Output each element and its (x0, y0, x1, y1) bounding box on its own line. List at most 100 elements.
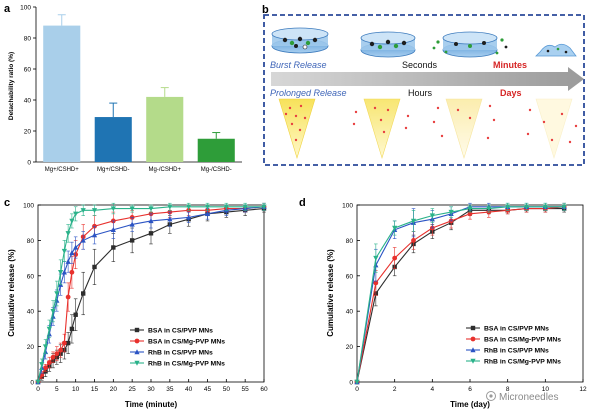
data-point (410, 218, 417, 224)
data-point (373, 280, 379, 286)
data-point (91, 232, 98, 238)
bar-Mg-/CSHD- (197, 138, 235, 162)
series-3 (35, 202, 267, 385)
dish-2 (360, 31, 416, 58)
panel-a-category-label: Mg+/CSHD- (97, 167, 130, 173)
panel-b-schematic: Burst Release Seconds Minutes Prolonged … (263, 14, 585, 166)
x-tick-label: 30 (147, 386, 155, 393)
data-point (80, 237, 86, 243)
panel-a-y-tick-label: 40 (24, 98, 32, 105)
data-point (186, 214, 192, 220)
panel-label-d: d (299, 197, 306, 209)
panel-a-bar-chart: 0 20 40 60 80 100 Mg+/CSHD+ Mg+/CSHD- Mg-/CSHD+… (8, 5, 242, 173)
data-point (429, 213, 435, 219)
data-point (392, 225, 398, 231)
panel-a-y-tick-label: 60 (24, 67, 32, 74)
panel-a-category-label: Mg-/CSHD- (201, 167, 232, 173)
legend-marker (134, 349, 140, 355)
data-point (58, 270, 64, 276)
panel-d-x-axis-label: Time (day) (450, 400, 490, 409)
data-point (50, 354, 56, 360)
panel-a-category-label: Mg-/CSHD+ (148, 167, 181, 173)
y-tick-label: 80 (27, 238, 35, 245)
x-tick-label: 5 (55, 386, 59, 393)
series-1 (354, 202, 567, 385)
panel-d-plot-frame (356, 204, 584, 383)
legend-marker (470, 336, 476, 342)
panel-d-series (354, 202, 567, 385)
legend-label: BSA in CS/Mg-PVP MNs (484, 337, 561, 344)
series-line (356, 206, 565, 383)
data-point (73, 211, 79, 217)
x-tick-label: 55 (242, 386, 250, 393)
y-tick-label: 20 (27, 344, 35, 351)
x-tick-label: 4 (431, 386, 435, 393)
legend-marker (470, 358, 476, 364)
data-point (58, 347, 63, 353)
y-tick-label: 40 (346, 309, 354, 316)
timeline-arrow (271, 67, 584, 91)
data-point (467, 211, 473, 217)
y-tick-label: 20 (346, 344, 354, 351)
x-tick-label: 60 (260, 386, 268, 393)
prolonged-release-label: Prolonged Release (270, 88, 347, 98)
dish-1 (271, 27, 329, 54)
data-point (110, 206, 116, 212)
panel-d-y-axis-label: Cumulative release (%) (326, 249, 335, 337)
panel-c-series (35, 202, 267, 385)
panel-c-legend: BSA in CS/PVP MNs BSA in CS/Mg-PVP MNs RhB… (130, 328, 225, 368)
panel-a-x-ticks: Mg+/CSHD+ Mg+/CSHD- Mg-/CSHD+ Mg-/CSHD- (45, 167, 232, 173)
data-point (129, 206, 135, 212)
series-line (356, 206, 565, 383)
y-tick-label: 60 (27, 273, 35, 280)
y-tick-label: 100 (23, 203, 34, 210)
panel-label-a: a (4, 3, 11, 15)
x-tick-label: 50 (223, 386, 231, 393)
y-tick-label: 40 (27, 309, 35, 316)
panel-c-line-chart: 0 5 10 15 20 25 30 35 40 45 50 55 60 0 20 40 60 80 100 BSA… (7, 203, 268, 410)
cone-4 (526, 98, 578, 160)
series-2 (354, 202, 567, 385)
panel-label-c: c (4, 197, 10, 209)
data-point (92, 264, 97, 270)
panel-a-y-ticks: 0 20 40 60 80 100 (20, 5, 36, 167)
series-line (356, 207, 565, 383)
data-point (373, 255, 379, 261)
data-point (110, 226, 116, 232)
bar-Mg+/CSHD- (94, 117, 132, 162)
x-tick-label: 6 (468, 386, 472, 393)
panel-a-category-label: Mg+/CSHD+ (45, 167, 80, 173)
cone-3 (432, 98, 496, 160)
data-point (261, 204, 267, 210)
panel-a-y-tick-label: 80 (24, 36, 32, 43)
x-tick-label: 15 (91, 386, 99, 393)
x-tick-label: 10 (542, 386, 550, 393)
data-point (65, 340, 71, 346)
data-point (50, 309, 56, 314)
data-point (65, 231, 71, 237)
data-point (111, 245, 116, 250)
data-point (80, 208, 86, 214)
legend-marker (134, 360, 140, 366)
series-0 (35, 204, 267, 385)
series-3 (354, 202, 567, 385)
data-point (43, 365, 48, 371)
watermark: Microneedles (486, 391, 558, 403)
legend-label: RhB in CS/Mg-PVP MNs (148, 361, 225, 368)
x-tick-label: 0 (355, 386, 359, 393)
legend-label: BSA in CS/Mg-PVP MNs (148, 339, 225, 346)
x-tick-label: 12 (579, 386, 587, 393)
dish-4 (535, 43, 577, 57)
legend-marker (470, 347, 476, 353)
legend-label: RhB in CS/PVP MNs (148, 350, 213, 357)
data-point (392, 255, 398, 261)
series-0 (354, 204, 567, 385)
panel-d-legend: BSA in CS/PVP MNs BSA in CS/Mg-PVP MNs RhB… (466, 326, 561, 366)
x-tick-label: 25 (129, 386, 137, 393)
watermark-logo-icon (486, 391, 496, 401)
legend-marker (134, 327, 140, 333)
y-tick-label: 0 (349, 380, 353, 387)
data-point (242, 204, 248, 210)
data-point (542, 204, 548, 210)
